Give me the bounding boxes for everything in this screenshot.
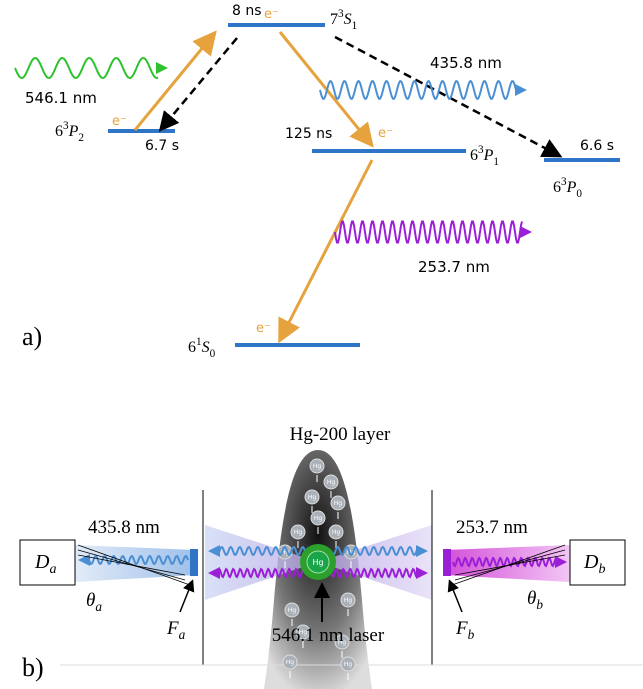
electron: e⁻ — [264, 7, 279, 22]
atom-label: Hg — [344, 597, 353, 604]
atom-label: Hg — [313, 463, 322, 470]
electron: e⁻ — [256, 321, 271, 336]
state-prefix: 6 — [470, 147, 478, 164]
filter — [190, 549, 198, 576]
symbol-subscript: a — [179, 627, 186, 642]
symbol-label: θb — [527, 588, 543, 612]
state-prefix: 6 — [188, 339, 196, 356]
transition — [281, 160, 372, 338]
figure: 73S18 ns63P26.7 s63P1125 ns63P06.6 s61S0… — [0, 0, 643, 689]
state-term: S — [344, 11, 352, 28]
state-label: 63P1 — [470, 144, 499, 168]
symbol-subscript: a — [49, 562, 56, 577]
atom-label: Hg — [344, 661, 353, 668]
state-prefix: 6 — [553, 179, 561, 196]
symbol-subscript: b — [598, 562, 605, 577]
panel-label: b) — [22, 653, 44, 682]
atom-label: Hg — [308, 494, 317, 501]
wavelength-label: 435.8 nm — [430, 54, 502, 72]
pointer — [450, 582, 462, 612]
symbol: θ — [527, 588, 536, 609]
wavelength-label: 253.7 nm — [456, 517, 528, 538]
state-label: 61S0 — [188, 336, 216, 360]
wave — [335, 222, 522, 243]
lifetime: 6.7 s — [145, 138, 179, 154]
lifetime: 8 ns — [232, 3, 262, 19]
state-j: 1 — [493, 156, 499, 168]
state-term: P — [68, 123, 79, 140]
atom-label: Hg — [327, 479, 336, 486]
state-term: P — [566, 179, 577, 196]
symbol: D — [34, 551, 50, 573]
atom-label: Hg — [288, 607, 297, 614]
wavelength-label: 546.1 nm — [25, 89, 97, 107]
wave — [15, 58, 158, 78]
symbol-label: θa — [86, 590, 102, 614]
wavelength-label: 435.8 nm — [88, 517, 160, 538]
arrow-head — [156, 62, 168, 74]
atom-label: Hg — [334, 500, 343, 507]
pointer — [180, 582, 192, 612]
atom-label: Hg — [286, 659, 295, 666]
arrow-head — [520, 226, 532, 238]
symbol-subscript: b — [468, 627, 475, 642]
symbol-label: Fa — [166, 618, 186, 642]
state-term: S — [202, 339, 210, 356]
wavelength-label: 253.7 nm — [418, 258, 490, 276]
symbol-subscript: b — [536, 597, 543, 612]
symbol: F — [166, 618, 179, 639]
state-j: 2 — [78, 132, 84, 144]
symbol: F — [455, 618, 468, 639]
state-j: 1 — [352, 20, 358, 32]
layer-title: Hg-200 layer — [290, 424, 391, 445]
state-label: 73S1 — [330, 8, 357, 32]
lifetime: 6.6 s — [580, 138, 614, 154]
state-j: 0 — [576, 188, 582, 200]
wave — [320, 81, 517, 99]
atom-label: Hg — [332, 529, 341, 536]
symbol-subscript: a — [95, 599, 102, 614]
electron: e⁻ — [378, 126, 393, 141]
atom-label: Hg — [312, 558, 323, 567]
state-prefix: 6 — [55, 123, 63, 140]
lifetime: 125 ns — [285, 126, 332, 142]
atom-label: Hg — [314, 515, 323, 522]
symbol: D — [583, 551, 599, 573]
atom-label: Hg — [294, 529, 303, 536]
laser-label: 546.1 nm laser — [272, 625, 385, 646]
filter — [443, 549, 451, 576]
electron: e⁻ — [112, 114, 127, 129]
state-label: 63P0 — [553, 176, 582, 200]
arrow-head — [515, 84, 527, 96]
state-label: 63P2 — [55, 120, 84, 144]
panel-label: a) — [22, 322, 42, 351]
state-prefix: 7 — [330, 11, 338, 28]
symbol: θ — [86, 590, 95, 611]
symbol-label: Fb — [455, 618, 475, 642]
state-term: P — [483, 147, 494, 164]
state-j: 0 — [210, 348, 216, 360]
